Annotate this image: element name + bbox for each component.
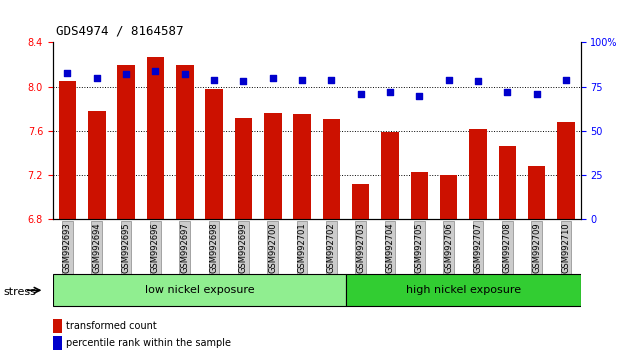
Point [92,75,102,81]
Point [238,79,248,84]
Text: GSM992695: GSM992695 [122,222,130,273]
Bar [88,111,106,219]
Text: GSM992696: GSM992696 [151,222,160,273]
Bar [352,184,369,219]
Bar [381,132,399,219]
Bar [58,81,76,219]
Text: stress: stress [3,287,36,297]
Text: GSM992693: GSM992693 [63,222,72,273]
Point [473,79,483,84]
Point [414,93,424,98]
Point [63,70,73,75]
Point [443,77,453,82]
Bar [53,319,62,333]
Text: GSM992704: GSM992704 [386,222,394,273]
Text: percentile rank within the sample: percentile rank within the sample [66,338,231,348]
Point [385,89,395,95]
Bar [410,172,428,219]
Text: GSM992703: GSM992703 [356,222,365,273]
Point [327,77,337,82]
Bar [469,129,487,219]
Text: GSM992709: GSM992709 [532,222,541,273]
Point [532,91,542,97]
Point [561,77,571,82]
Text: GSM992699: GSM992699 [239,222,248,273]
Point [209,77,219,82]
Text: GSM992700: GSM992700 [268,222,277,273]
Point [150,68,160,74]
Bar [264,113,281,219]
Bar [499,147,516,219]
Bar [117,65,135,219]
Bar [440,175,458,219]
Point [356,91,366,97]
Bar [557,122,575,219]
Text: low nickel exposure: low nickel exposure [145,285,254,295]
Bar [346,274,581,306]
Bar [206,89,223,219]
Point [502,89,512,95]
Text: GDS4974 / 8164587: GDS4974 / 8164587 [56,25,183,38]
Point [268,75,278,81]
Bar [176,65,194,219]
Bar [293,114,311,219]
Bar [322,119,340,219]
Point [180,72,190,77]
Bar [528,166,545,219]
Text: GSM992705: GSM992705 [415,222,424,273]
Text: GSM992701: GSM992701 [297,222,307,273]
Text: transformed count: transformed count [66,321,156,331]
Bar [53,336,62,350]
Bar [53,274,346,306]
Text: GSM992694: GSM992694 [93,222,101,273]
Text: GSM992698: GSM992698 [209,222,219,273]
Bar [235,118,252,219]
Text: GSM992707: GSM992707 [473,222,483,273]
Text: high nickel exposure: high nickel exposure [406,285,521,295]
Text: GSM992697: GSM992697 [180,222,189,273]
Text: GSM992708: GSM992708 [503,222,512,273]
Point [297,77,307,82]
Bar [147,57,164,219]
Text: GSM992710: GSM992710 [561,222,571,273]
Point [121,72,131,77]
Text: GSM992702: GSM992702 [327,222,336,273]
Text: GSM992706: GSM992706 [444,222,453,273]
